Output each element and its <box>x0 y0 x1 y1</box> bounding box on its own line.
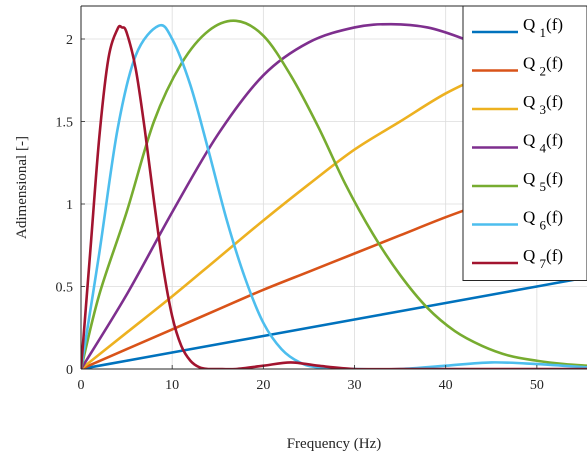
x-axis-label: Frequency (Hz) <box>287 436 382 452</box>
ticks: 0 10 20 30 40 50 0 0.5 1 1.5 2 <box>56 33 544 393</box>
legend-entry-q1: Q 1(f) <box>523 15 563 40</box>
x-tick-label: 50 <box>530 378 544 393</box>
series-line-q6 <box>81 23 587 369</box>
series-line-q7 <box>81 24 587 369</box>
legend-entry-q6: Q 6(f) <box>523 208 563 233</box>
legend-entry-q7: Q 7(f) <box>523 246 563 271</box>
legend: Q 1(f) Q 2(f) Q 3(f) Q 4(f) Q 5(f) Q 6(f) Q 7(… <box>462 5 587 281</box>
y-tick-label: 1.5 <box>56 116 74 131</box>
legend-entry-q4: Q 4(f) <box>523 131 563 156</box>
x-tick-label: 0 <box>78 378 85 393</box>
y-tick-label: 2 <box>66 33 73 48</box>
legend-entry-q2: Q 2(f) <box>523 54 563 79</box>
x-tick-label: 20 <box>256 378 270 393</box>
y-tick-label: 0 <box>66 363 73 378</box>
y-tick-label: 0.5 <box>56 281 74 296</box>
x-tick-label: 10 <box>165 378 179 393</box>
legend-entry-q3: Q 3(f) <box>523 92 563 117</box>
x-tick-label: 40 <box>439 378 453 393</box>
legend-entry-q5: Q 5(f) <box>523 169 563 194</box>
legend-box <box>462 5 587 281</box>
x-tick-label: 30 <box>348 378 362 393</box>
y-tick-label: 1 <box>66 198 73 213</box>
y-axis-label: Adimensional [-] <box>14 136 30 239</box>
series-line-q1 <box>81 276 587 369</box>
series-line-q5 <box>81 19 587 369</box>
